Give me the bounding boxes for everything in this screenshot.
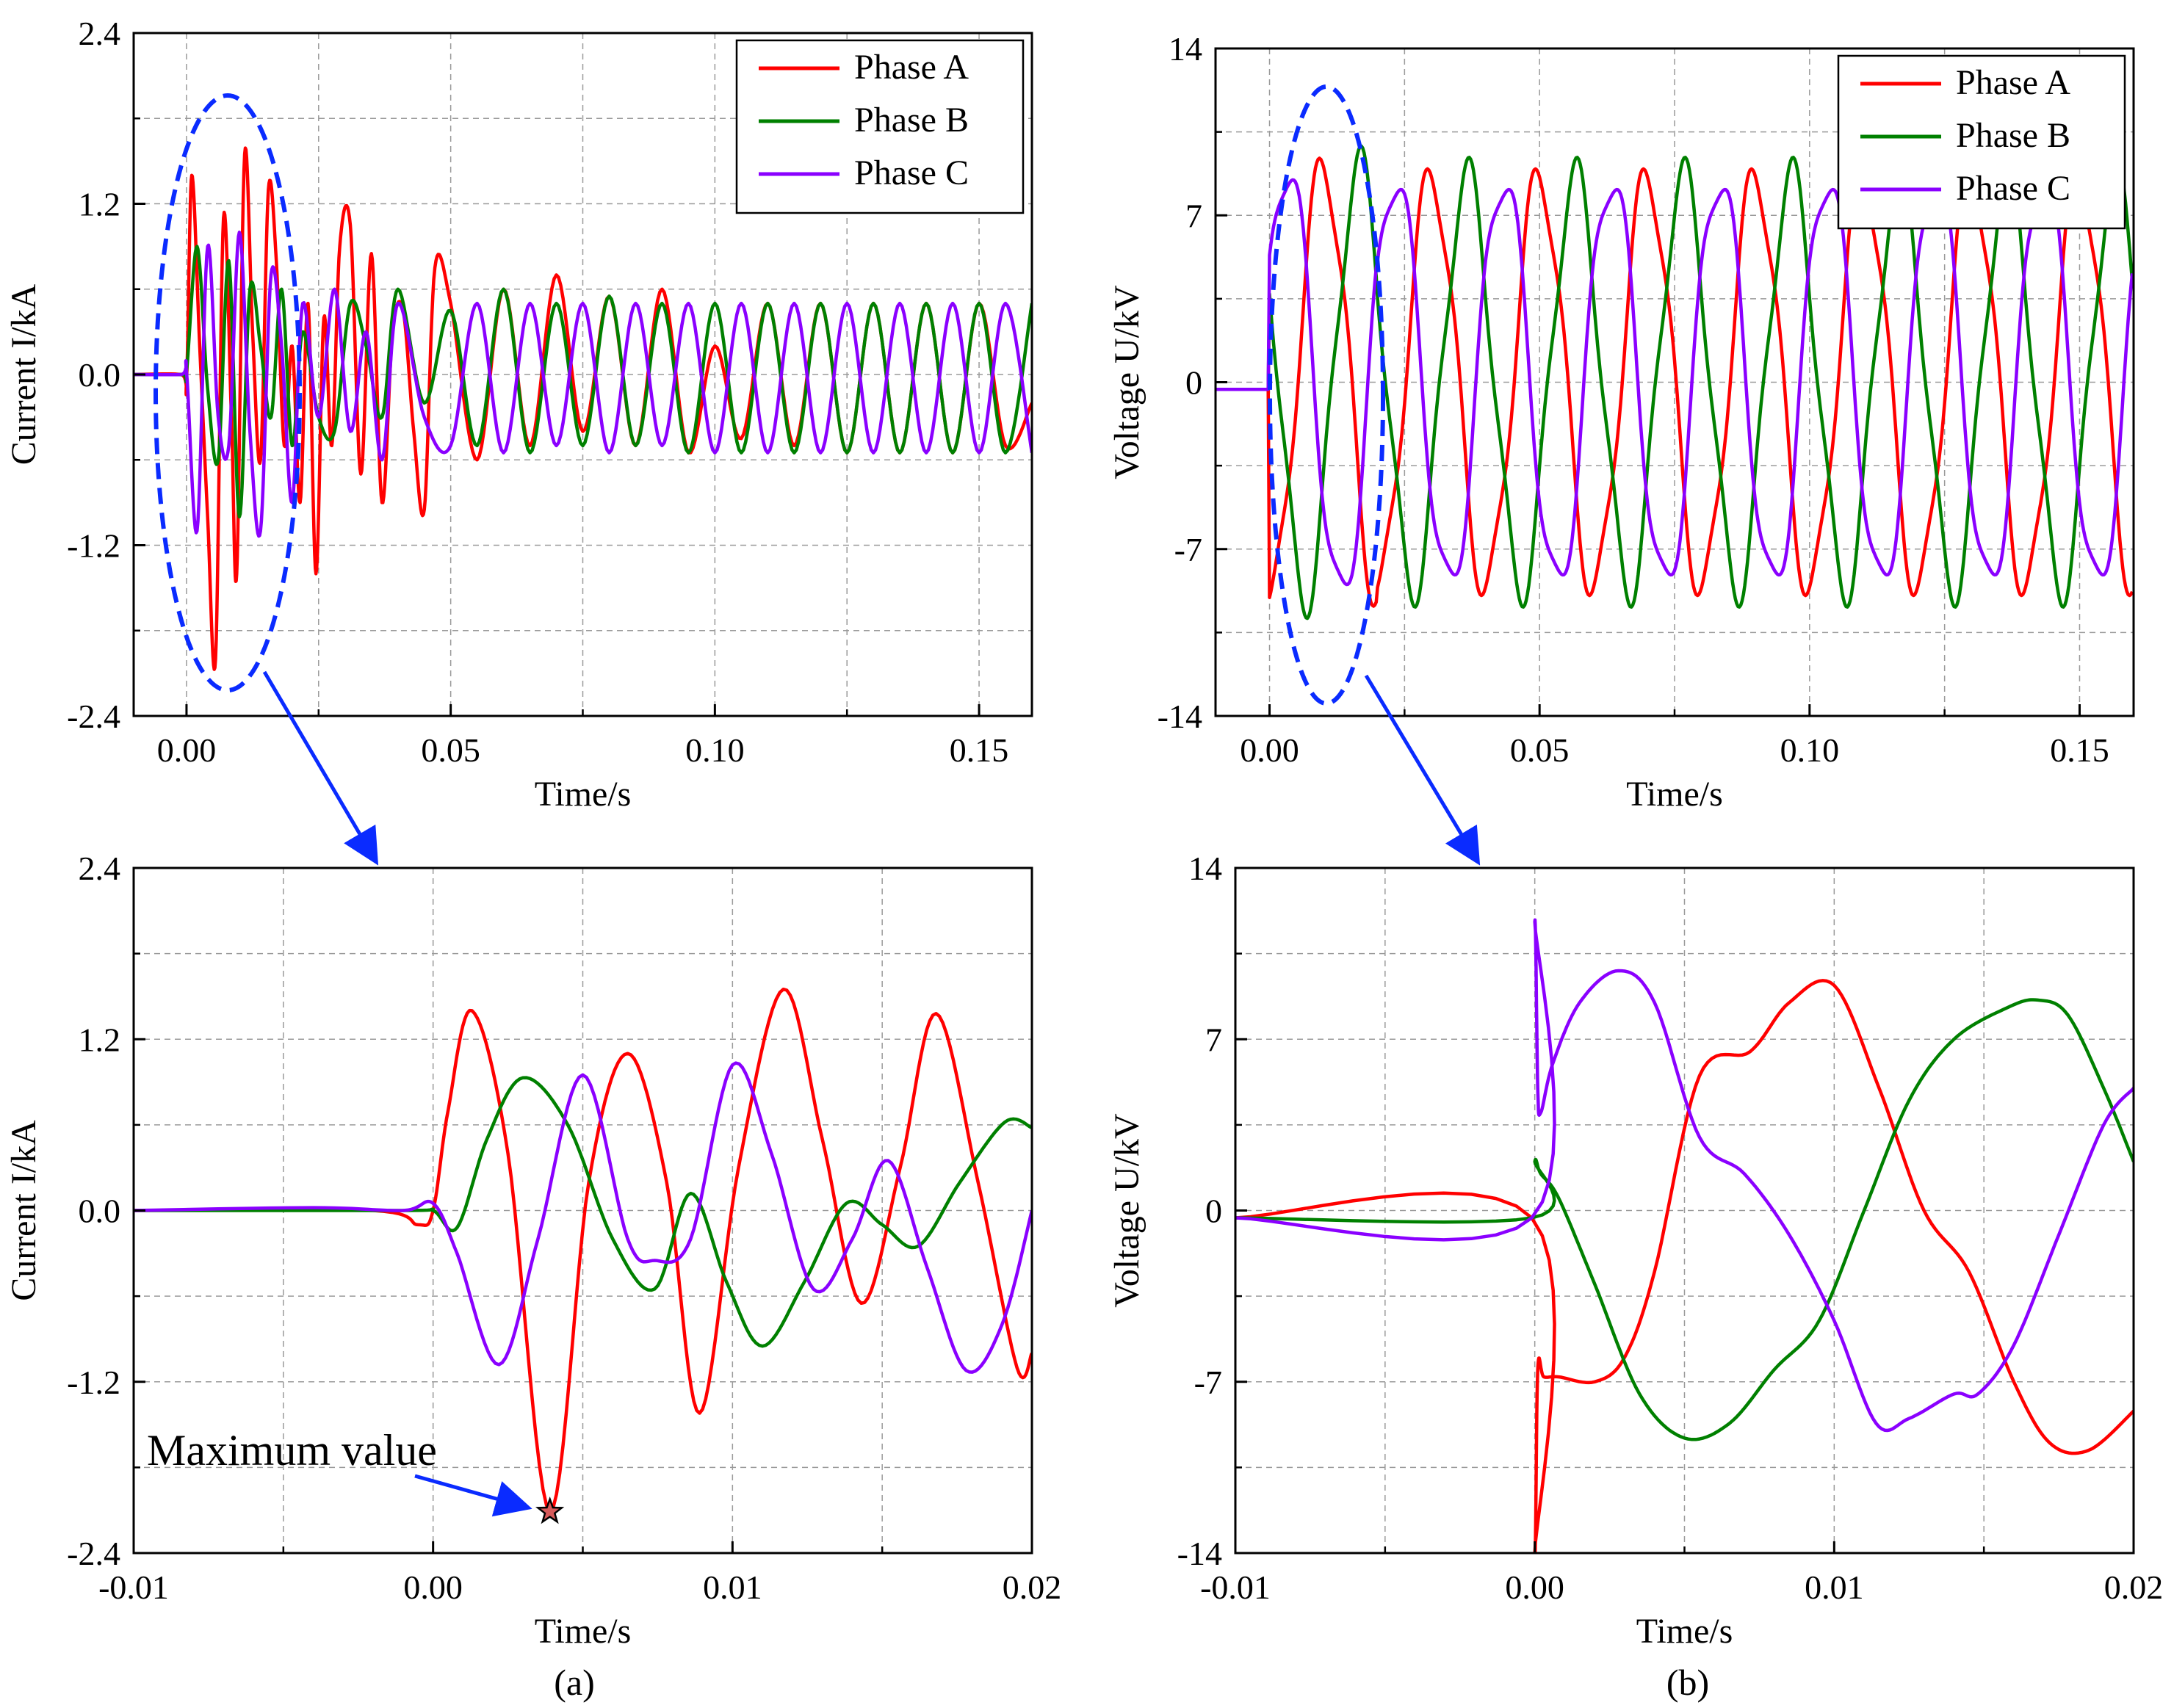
y-axis-label: Current I/kA — [4, 1120, 43, 1301]
y-tick-label: 2.4 — [79, 15, 121, 52]
maximum-value-arrow — [414, 1474, 532, 1517]
y-tick-label: -1.2 — [67, 527, 120, 565]
x-tick-label: 0.00 — [1505, 1568, 1564, 1606]
y-tick-label: 0.0 — [79, 356, 121, 394]
x-tick-label: 0.00 — [1240, 731, 1299, 769]
zoom-ellipse-voltage — [1268, 84, 1385, 706]
x-axis-label: Time/s — [1626, 775, 1723, 814]
y-tick-label: 14 — [1169, 30, 1202, 68]
y-tick-label: 1.2 — [79, 1021, 121, 1058]
legend-label: Phase C — [1956, 169, 2070, 208]
y-axis-label: Current I/kA — [4, 283, 43, 465]
y-tick-label: 7 — [1205, 1021, 1222, 1058]
zoom-arrow-current — [262, 670, 379, 866]
x-tick-label: 0.01 — [703, 1568, 762, 1606]
y-tick-label: -7 — [1194, 1364, 1222, 1401]
legend-label: Phase B — [1956, 116, 2070, 155]
y-tick-label: 7 — [1185, 197, 1202, 234]
y-tick-label: -2.4 — [67, 1535, 120, 1572]
legend-label: Phase B — [854, 101, 969, 140]
caption-a: (a) — [554, 1662, 595, 1703]
legend-label: Phase C — [854, 153, 969, 192]
legend-label: Phase A — [1956, 63, 2070, 102]
series-line-phase-c — [1235, 918, 2134, 1433]
legend-label: Phase A — [854, 48, 969, 87]
y-tick-label: 0 — [1185, 364, 1202, 402]
maximum-value-label: Maximum value — [147, 1426, 437, 1474]
y-axis-label: Voltage U/kV — [1108, 1113, 1146, 1308]
y-tick-label: 0 — [1205, 1193, 1222, 1230]
x-tick-label: 0.10 — [685, 731, 745, 769]
y-tick-label: -14 — [1158, 698, 1202, 735]
series-line-phase-b — [1235, 998, 2134, 1441]
x-tick-label: 0.01 — [1805, 1568, 1864, 1606]
x-tick-label: 0.15 — [950, 731, 1009, 769]
series-line-phase-b — [134, 1076, 1032, 1348]
y-tick-label: 2.4 — [79, 850, 121, 887]
maximum-value-star — [535, 1496, 565, 1524]
x-tick-label: 0.05 — [421, 731, 480, 769]
caption-b: (b) — [1666, 1662, 1709, 1703]
x-tick-label: -0.01 — [98, 1568, 169, 1606]
x-axis-label: Time/s — [1636, 1612, 1733, 1651]
x-tick-label: 0.02 — [1003, 1568, 1062, 1606]
y-axis-label: Voltage U/kV — [1108, 285, 1146, 480]
x-tick-label: 0.02 — [2104, 1568, 2164, 1606]
series-line-phase-b — [134, 245, 1032, 519]
series-line-phase-c — [134, 1061, 1032, 1374]
series-line-phase-c — [134, 231, 1032, 538]
x-tick-label: 0.00 — [403, 1568, 463, 1606]
y-tick-label: 14 — [1188, 850, 1222, 887]
panel-current-zoom: -0.01 0.00 0.01 0.02 -2.4 -1.2 0.0 1.2 2.4 Time/s… — [4, 850, 1061, 1651]
series-line-phase-a — [134, 987, 1032, 1513]
panel-current-overview: 0.00 0.05 0.10 0.15 -2.4 -1.2 0.0 1.2 2.4 Time/s C… — [4, 15, 1033, 814]
x-tick-label: -0.01 — [1200, 1568, 1271, 1606]
y-tick-label: -1.2 — [67, 1364, 120, 1401]
x-tick-label: 0.10 — [1780, 731, 1840, 769]
x-axis-label: Time/s — [535, 775, 632, 814]
panel-voltage-zoom: -0.01 0.00 0.01 0.02 -14 -7 0 7 14 Time/s Voltage … — [1108, 850, 2163, 1651]
x-tick-label: 0.15 — [2050, 731, 2109, 769]
x-tick-label: 0.05 — [1510, 731, 1570, 769]
zoom-arrow-voltage — [1364, 674, 1481, 866]
y-tick-label: -2.4 — [67, 698, 120, 735]
y-tick-label: 0.0 — [79, 1193, 121, 1230]
series-line-phase-c — [1216, 178, 2134, 587]
panel-voltage-overview: 0.00 0.05 0.10 0.15 -14 -7 0 7 14 Time/s Voltage U… — [1108, 30, 2135, 814]
y-tick-label: 1.2 — [79, 186, 121, 223]
zoom-ellipse-current — [154, 93, 302, 692]
series-line-phase-a — [1235, 979, 2134, 1553]
y-tick-label: -7 — [1174, 531, 1202, 568]
y-tick-label: -14 — [1177, 1535, 1222, 1572]
x-tick-label: 0.00 — [157, 731, 217, 769]
x-axis-label: Time/s — [535, 1612, 632, 1651]
